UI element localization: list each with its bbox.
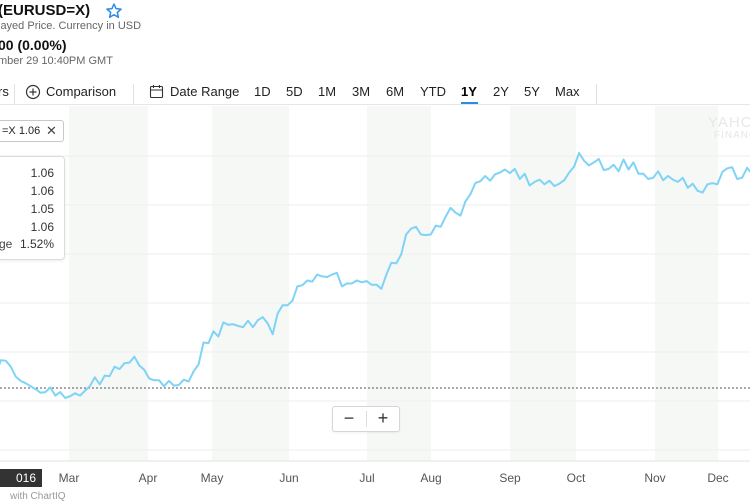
range-6m[interactable]: 6M bbox=[386, 84, 405, 99]
series-chip-label: =X 1.06 bbox=[2, 125, 41, 137]
tooltip-change-label: ge bbox=[0, 237, 13, 251]
toolbar-divider bbox=[596, 84, 597, 104]
calendar-icon[interactable] bbox=[149, 84, 164, 99]
x-tick-label: Oct bbox=[567, 471, 586, 485]
x-tick-label: Nov bbox=[644, 471, 665, 485]
tooltip-change-value: 1.52% bbox=[19, 237, 54, 251]
tooltip-value: 1.06 bbox=[30, 220, 54, 234]
x-tick-label: Jun bbox=[279, 471, 298, 485]
yahoo-watermark: YAHOO bbox=[708, 114, 750, 131]
comparison-button[interactable]: Comparison bbox=[46, 84, 117, 99]
toolbar-bottom-border bbox=[0, 104, 750, 105]
star-outline-icon[interactable] bbox=[105, 2, 123, 20]
range-3m[interactable]: 3M bbox=[352, 84, 371, 99]
x-tick-label: Dec bbox=[707, 471, 728, 485]
x-tick-label: May bbox=[201, 471, 224, 485]
crosshair-date-badge: 016 bbox=[0, 469, 42, 487]
toolbar-divider bbox=[14, 84, 15, 104]
month-band bbox=[655, 106, 718, 461]
zoom-divider bbox=[366, 411, 367, 427]
x-tick-label: Mar bbox=[59, 471, 80, 485]
toolbar-divider bbox=[133, 84, 134, 104]
x-tick-label: Aug bbox=[420, 471, 441, 485]
crosshair-date: 016 bbox=[15, 471, 36, 485]
date-range-button[interactable]: Date Range bbox=[170, 84, 240, 99]
current-price: 00 (0.00%) bbox=[0, 37, 67, 53]
price-note: layed Price. Currency in USD bbox=[0, 20, 142, 32]
x-tick-label: Sep bbox=[499, 471, 521, 485]
crosshair-tooltip: 1.06 1.06 1.05 1.06 ge 1.52% bbox=[0, 156, 65, 260]
range-2y[interactable]: 2Y bbox=[493, 84, 509, 99]
range-1d[interactable]: 1D bbox=[254, 84, 271, 99]
range-5d[interactable]: 5D bbox=[286, 84, 303, 99]
range-1m[interactable]: 1M bbox=[318, 84, 337, 99]
month-band bbox=[69, 106, 148, 461]
ticker-title: (EURUSD=X) bbox=[0, 2, 91, 19]
indicators-button[interactable]: rs bbox=[0, 84, 9, 99]
range-5y[interactable]: 5Y bbox=[524, 84, 540, 99]
month-band bbox=[367, 106, 431, 461]
plus-circle-icon[interactable] bbox=[25, 84, 41, 100]
close-icon[interactable]: ✕ bbox=[46, 123, 57, 138]
price-timestamp: mber 29 10:40PM GMT bbox=[0, 55, 113, 67]
series-line bbox=[0, 152, 750, 399]
tooltip-value: 1.06 bbox=[30, 166, 54, 180]
month-band bbox=[212, 106, 289, 461]
active-range-indicator bbox=[461, 102, 478, 105]
range-max[interactable]: Max bbox=[555, 84, 580, 99]
zoom-out-button[interactable]: − bbox=[343, 408, 355, 428]
zoom-control: − + bbox=[332, 406, 400, 432]
range-ytd[interactable]: YTD bbox=[420, 84, 446, 99]
tooltip-value: 1.05 bbox=[30, 202, 54, 216]
series-chip[interactable]: =X 1.06 ✕ bbox=[0, 120, 64, 142]
tooltip-value: 1.06 bbox=[30, 184, 54, 198]
range-1y[interactable]: 1Y bbox=[461, 84, 477, 99]
month-band bbox=[510, 106, 576, 461]
x-tick-label: Jul bbox=[359, 471, 374, 485]
x-tick-label: Apr bbox=[139, 471, 158, 485]
chartiq-credit: with ChartIQ bbox=[10, 491, 66, 502]
zoom-in-button[interactable]: + bbox=[377, 408, 389, 428]
finance-watermark: FINANCE bbox=[714, 130, 750, 141]
